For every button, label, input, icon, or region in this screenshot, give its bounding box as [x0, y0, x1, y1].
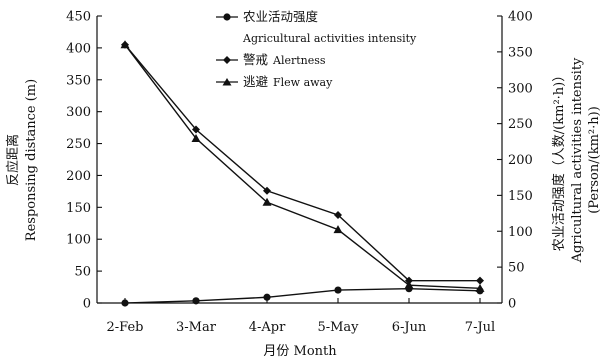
legend-item-alertness: 警戒 Alertness	[216, 52, 326, 67]
series-layer	[120, 40, 485, 307]
point-flew_away	[120, 40, 130, 49]
point-intensity	[121, 299, 129, 307]
right-tick-label: 50	[508, 261, 525, 276]
point-flew_away	[333, 225, 343, 234]
series-line-intensity	[124, 287, 481, 304]
right-y-ticks: 0 50 100 150 200 250 300 350 400	[497, 10, 533, 312]
legend-label-alertness-cn: 警戒	[243, 52, 269, 67]
series-line-alertness	[124, 44, 480, 282]
right-y-axis-title-unit: (Person/(km²·h))	[587, 106, 602, 214]
series-line-flew_away	[124, 44, 481, 290]
left-y-axis-title-en: Responsing distance (m)	[24, 79, 39, 241]
point-alertness	[263, 186, 271, 195]
left-tick-label: 50	[74, 265, 91, 280]
legend: 农业活动强度 Agricultural activities intensity…	[216, 9, 417, 89]
left-tick-label: 450	[66, 10, 91, 25]
point-intensity	[192, 297, 200, 305]
left-y-ticks: 0 50 100 150 200 250 300 350 400 450	[66, 10, 102, 312]
left-tick-label: 400	[66, 41, 91, 56]
right-tick-label: 100	[508, 225, 533, 240]
left-tick-label: 300	[66, 105, 91, 120]
point-flew_away	[262, 197, 272, 206]
legend-diamond-marker	[223, 56, 231, 64]
right-tick-label: 150	[508, 189, 533, 204]
legend-triangle-marker	[222, 78, 232, 86]
point-alertness	[476, 276, 484, 285]
right-tick-label: 250	[508, 117, 533, 132]
x-tick-label: 5-May	[317, 320, 359, 335]
x-ticks: 2-Feb 3-Mar 4-Apr 5-May 6-Jun 7-Jul	[107, 298, 495, 335]
legend-label-intensity-cn: 农业活动强度	[243, 9, 319, 24]
legend-item-intensity: 农业活动强度 Agricultural activities intensity	[216, 9, 417, 45]
right-tick-label: 200	[508, 153, 533, 168]
right-y-axis-title-en: Agricultural activities intensity	[570, 57, 585, 263]
point-intensity	[334, 286, 342, 294]
legend-label-flew-away-en: Flew away	[273, 76, 333, 89]
right-tick-label: 300	[508, 81, 533, 96]
point-flew_away	[475, 283, 485, 292]
left-tick-label: 150	[66, 201, 91, 216]
point-alertness	[334, 210, 342, 219]
left-tick-label: 250	[66, 137, 91, 152]
point-intensity	[263, 293, 271, 301]
point-flew_away	[191, 133, 201, 142]
left-tick-label: 350	[66, 73, 91, 88]
left-tick-label: 100	[66, 233, 91, 248]
left-tick-label: 0	[83, 297, 91, 312]
legend-circle-marker	[223, 13, 231, 21]
x-tick-label: 4-Apr	[249, 320, 286, 335]
left-y-axis-title-cn: 反应距离	[5, 134, 21, 186]
x-tick-label: 7-Jul	[465, 320, 495, 335]
right-tick-label: 0	[508, 297, 516, 312]
x-tick-label: 2-Feb	[107, 320, 144, 335]
right-y-axis-title-cn: 农业活动强度（人数/(km²·h)）	[551, 69, 567, 251]
legend-item-flew-away: 逃避 Flew away	[216, 74, 333, 89]
right-tick-label: 400	[508, 10, 533, 25]
legend-label-alertness-en: Alertness	[272, 54, 326, 67]
legend-label-intensity-en: Agricultural activities intensity	[242, 32, 417, 45]
right-tick-label: 350	[508, 45, 533, 60]
x-tick-label: 3-Mar	[176, 320, 217, 335]
point-alertness	[192, 125, 200, 134]
point-flew_away	[404, 280, 414, 289]
left-tick-label: 200	[66, 169, 91, 184]
x-axis-title: 月份 Month	[263, 344, 337, 359]
legend-label-flew-away-cn: 逃避	[243, 74, 269, 89]
x-tick-label: 6-Jun	[392, 320, 427, 335]
